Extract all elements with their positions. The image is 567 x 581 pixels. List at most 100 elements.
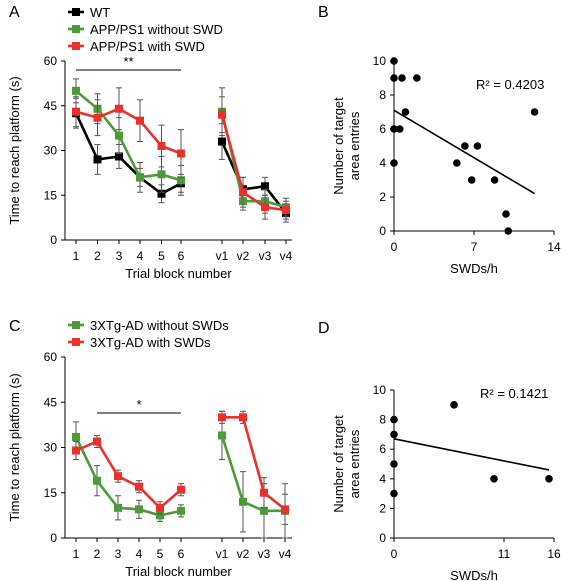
x-tick-label: 0 bbox=[391, 547, 398, 561]
x-tick-label: v1 bbox=[216, 249, 229, 263]
legend-swatch-marker bbox=[72, 338, 80, 346]
series-2-point bbox=[177, 176, 185, 185]
scatter-point bbox=[390, 125, 398, 133]
y-tick-label: 0 bbox=[379, 224, 386, 238]
x-tick-label: v1 bbox=[216, 547, 229, 561]
series-2-point bbox=[239, 413, 247, 422]
series-1-point bbox=[114, 503, 122, 512]
legend-swatch-marker bbox=[72, 25, 80, 33]
series-2-line bbox=[222, 416, 286, 511]
y-tick-label: 60 bbox=[44, 350, 58, 364]
scatter-point bbox=[473, 142, 482, 150]
x-tick-label: 11 bbox=[498, 547, 511, 561]
scatter-point bbox=[390, 460, 398, 468]
scatter-point bbox=[398, 74, 406, 82]
scatter-point bbox=[502, 210, 510, 218]
y-tick-label: 6 bbox=[379, 442, 386, 456]
legend-label: 3XTg-AD with SWDs bbox=[90, 335, 211, 350]
x-tick-label: 6 bbox=[178, 249, 185, 263]
series-3-point bbox=[282, 206, 290, 215]
panel-d-scatter-chart: D 0 2 4 6 8 10 0 11 16 SWDs/h Number of targetarea … bbox=[318, 320, 561, 581]
series-3-point bbox=[177, 149, 185, 158]
y-tick-label: 45 bbox=[44, 395, 58, 409]
scatter-point bbox=[390, 159, 398, 167]
scatter-point bbox=[490, 475, 498, 483]
x-tick-label: 0 bbox=[391, 240, 398, 254]
x-tick-label: 2 bbox=[94, 547, 101, 561]
x-tick-label: 4 bbox=[137, 249, 144, 263]
scatter-point bbox=[390, 57, 398, 65]
scatter-point bbox=[545, 475, 553, 483]
scatter-point bbox=[390, 489, 398, 498]
x-tick-label: 16 bbox=[547, 547, 561, 561]
series-2-point bbox=[218, 413, 226, 422]
x-tick-label: 1 bbox=[73, 547, 80, 561]
y-tick-label: 10 bbox=[373, 54, 387, 68]
trend-line bbox=[393, 109, 535, 195]
x-tick-label: v3 bbox=[259, 249, 272, 263]
x-tick-label: 2 bbox=[94, 249, 101, 263]
series-1-point bbox=[218, 431, 226, 440]
series-3-point bbox=[157, 142, 166, 151]
x-tick-label: 7 bbox=[471, 240, 478, 254]
series-1-point bbox=[156, 511, 164, 520]
legend-label: APP/PS1 with SWD bbox=[90, 39, 205, 54]
series-1-line bbox=[220, 435, 285, 513]
legend-swatch-marker bbox=[72, 8, 80, 16]
series-2-point bbox=[157, 170, 166, 179]
series-1-point bbox=[93, 155, 102, 164]
y-tick-label: 60 bbox=[44, 54, 58, 68]
y-axis-title: Number of targetarea entries bbox=[331, 97, 362, 195]
x-tick-label: v4 bbox=[279, 547, 292, 561]
trend-line bbox=[393, 438, 550, 471]
x-axis-title: SWDs/h bbox=[450, 568, 498, 581]
x-tick-label: 6 bbox=[178, 547, 185, 561]
x-tick-label: 5 bbox=[158, 249, 165, 263]
x-tick-label: 3 bbox=[116, 249, 123, 263]
series-3-point bbox=[115, 104, 123, 113]
scatter-point bbox=[453, 159, 461, 167]
significance-marker: ** bbox=[123, 54, 133, 69]
series-3-point bbox=[72, 107, 80, 116]
series-3-point bbox=[136, 116, 144, 125]
x-tick-label: 1 bbox=[73, 249, 80, 263]
series-2-point bbox=[114, 472, 122, 481]
y-tick-label: 15 bbox=[44, 188, 58, 202]
y-tick-label: 6 bbox=[379, 122, 386, 136]
r-squared-annotation: R² = 0.4203 bbox=[476, 77, 544, 92]
series-1-point bbox=[218, 137, 226, 146]
series-2-point bbox=[260, 488, 268, 497]
x-axis-title: Trial block number bbox=[125, 564, 232, 579]
series-3-point bbox=[218, 110, 226, 119]
series-2-line bbox=[220, 111, 287, 209]
panel-label: B bbox=[318, 4, 329, 21]
series-1-point bbox=[177, 506, 185, 515]
panel-b-scatter-chart: B 0 2 4 6 8 10 0 7 14 SWDs/h Number of targetarea e… bbox=[318, 4, 561, 276]
y-tick-label: 0 bbox=[50, 531, 57, 545]
scatter-point bbox=[461, 142, 469, 150]
series-1-point bbox=[72, 432, 80, 441]
y-tick-label: 4 bbox=[379, 472, 386, 486]
scatter-point bbox=[450, 401, 458, 409]
legend-label: 3XTg-AD without SWDs bbox=[90, 318, 229, 333]
y-tick-label: 45 bbox=[44, 99, 58, 113]
legend-swatch-marker bbox=[72, 321, 80, 329]
x-tick-label: v2 bbox=[237, 547, 250, 561]
x-tick-label: v4 bbox=[280, 249, 293, 263]
series-2-point bbox=[93, 437, 101, 446]
series-2-point bbox=[115, 131, 123, 140]
y-tick-label: 30 bbox=[44, 144, 58, 158]
series-2-point bbox=[177, 485, 185, 494]
y-tick-label: 8 bbox=[379, 413, 386, 427]
x-axis-title: Trial block number bbox=[125, 266, 232, 281]
series-3-group bbox=[72, 87, 290, 220]
scatter-point bbox=[413, 74, 421, 82]
panel-label: D bbox=[318, 320, 330, 337]
series-1-group bbox=[72, 410, 289, 539]
series-1-point bbox=[135, 505, 143, 514]
scatter-point bbox=[390, 415, 398, 424]
y-tick-label: 8 bbox=[379, 88, 386, 102]
